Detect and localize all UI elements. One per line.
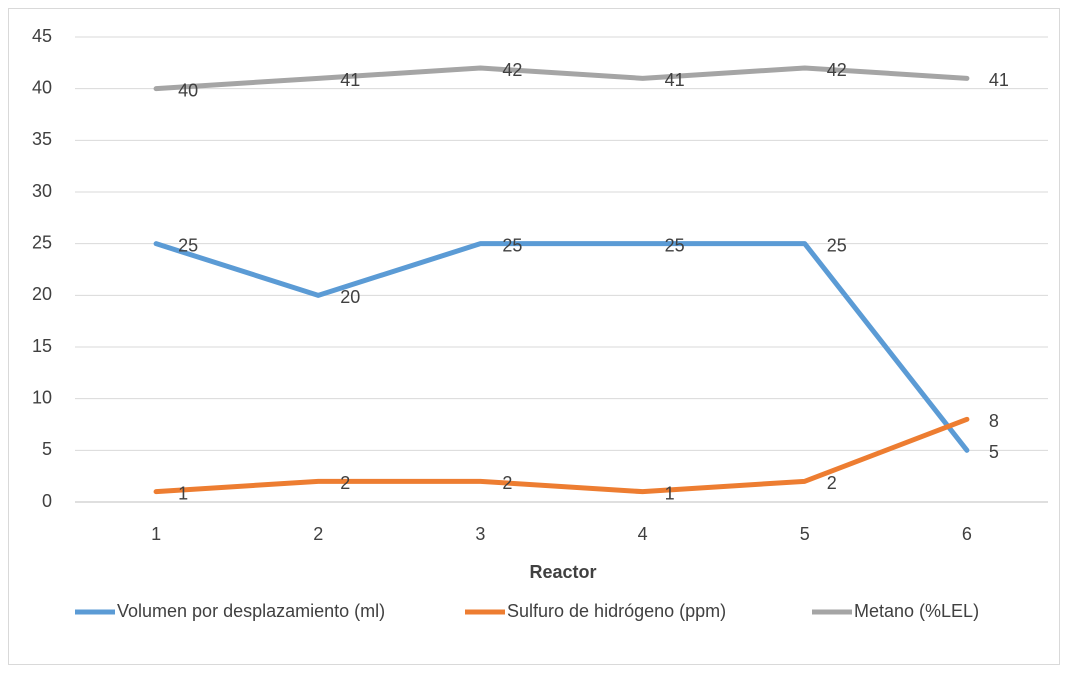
y-tick-label: 15 xyxy=(32,336,52,356)
data-label: 41 xyxy=(665,70,685,90)
y-tick-label: 10 xyxy=(32,387,52,407)
y-tick-label: 0 xyxy=(42,491,52,511)
series-line xyxy=(153,416,970,495)
y-tick-label: 25 xyxy=(32,232,52,252)
data-label: 1 xyxy=(665,483,675,503)
data-label: 25 xyxy=(502,235,522,255)
data-label: 41 xyxy=(340,70,360,90)
data-label: 1 xyxy=(178,483,188,503)
data-label: 2 xyxy=(827,473,837,493)
x-tick-label: 1 xyxy=(151,524,161,544)
y-tick-label: 30 xyxy=(32,181,52,201)
data-label: 2 xyxy=(340,473,350,493)
data-label: 40 xyxy=(178,80,198,100)
data-label: 25 xyxy=(827,235,847,255)
data-label: 42 xyxy=(502,60,522,80)
y-tick-label: 5 xyxy=(42,439,52,459)
data-label: 25 xyxy=(665,235,685,255)
legend-label: Sulfuro de hidrógeno (ppm) xyxy=(507,601,726,621)
legend-label: Metano (%LEL) xyxy=(854,601,979,621)
y-tick-label: 35 xyxy=(32,129,52,149)
y-tick-label: 40 xyxy=(32,77,52,97)
x-tick-label: 6 xyxy=(962,524,972,544)
chart-frame xyxy=(8,8,1060,665)
data-label: 5 xyxy=(989,442,999,462)
data-label: 2 xyxy=(502,473,512,493)
data-label: 25 xyxy=(178,235,198,255)
x-tick-label: 5 xyxy=(800,524,810,544)
legend-label: Volumen por desplazamiento (ml) xyxy=(117,601,385,621)
data-label: 41 xyxy=(989,70,1009,90)
x-tick-label: 4 xyxy=(638,524,648,544)
x-tick-label: 2 xyxy=(313,524,323,544)
data-label: 42 xyxy=(827,60,847,80)
series-line xyxy=(153,65,970,92)
y-tick-label: 20 xyxy=(32,284,52,304)
y-tick-label: 45 xyxy=(32,26,52,46)
x-tick-label: 3 xyxy=(475,524,485,544)
x-axis-title: Reactor xyxy=(529,562,596,582)
data-label: 20 xyxy=(340,287,360,307)
data-label: 8 xyxy=(989,411,999,431)
series-line xyxy=(153,241,970,453)
